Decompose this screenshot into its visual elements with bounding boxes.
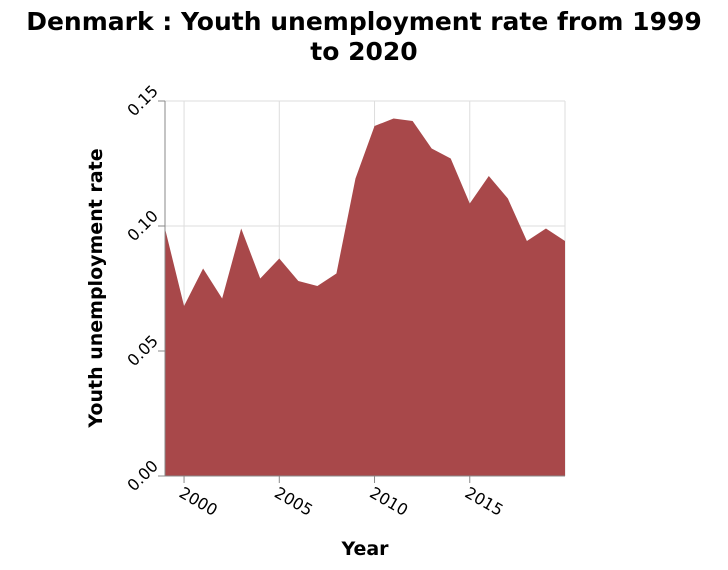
y-axis-label: Youth unemployment rate xyxy=(85,148,107,428)
axes xyxy=(164,101,565,477)
y-tick-label: 0.15 xyxy=(123,81,162,120)
area-series xyxy=(165,118,565,476)
x-tick-label: 2015 xyxy=(462,483,507,520)
chart-title-line-2: to 2020 xyxy=(310,37,417,66)
y-tick-label: 0.10 xyxy=(123,206,162,245)
x-tick-label: 2000 xyxy=(176,483,221,520)
y-tick-label: 0.05 xyxy=(123,331,162,370)
x-tick-label: 2010 xyxy=(367,483,412,520)
chart-title-line-1: Denmark : Youth unemployment rate from 1… xyxy=(26,7,702,36)
y-axis-ticks: 0.00 0.05 0.10 0.15 xyxy=(123,81,165,495)
x-axis-ticks: 2000 2005 2010 2015 xyxy=(176,476,507,520)
y-tick-label: 0.00 xyxy=(123,456,162,495)
x-axis-label: Year xyxy=(340,538,389,560)
x-tick-label: 2005 xyxy=(271,483,316,520)
